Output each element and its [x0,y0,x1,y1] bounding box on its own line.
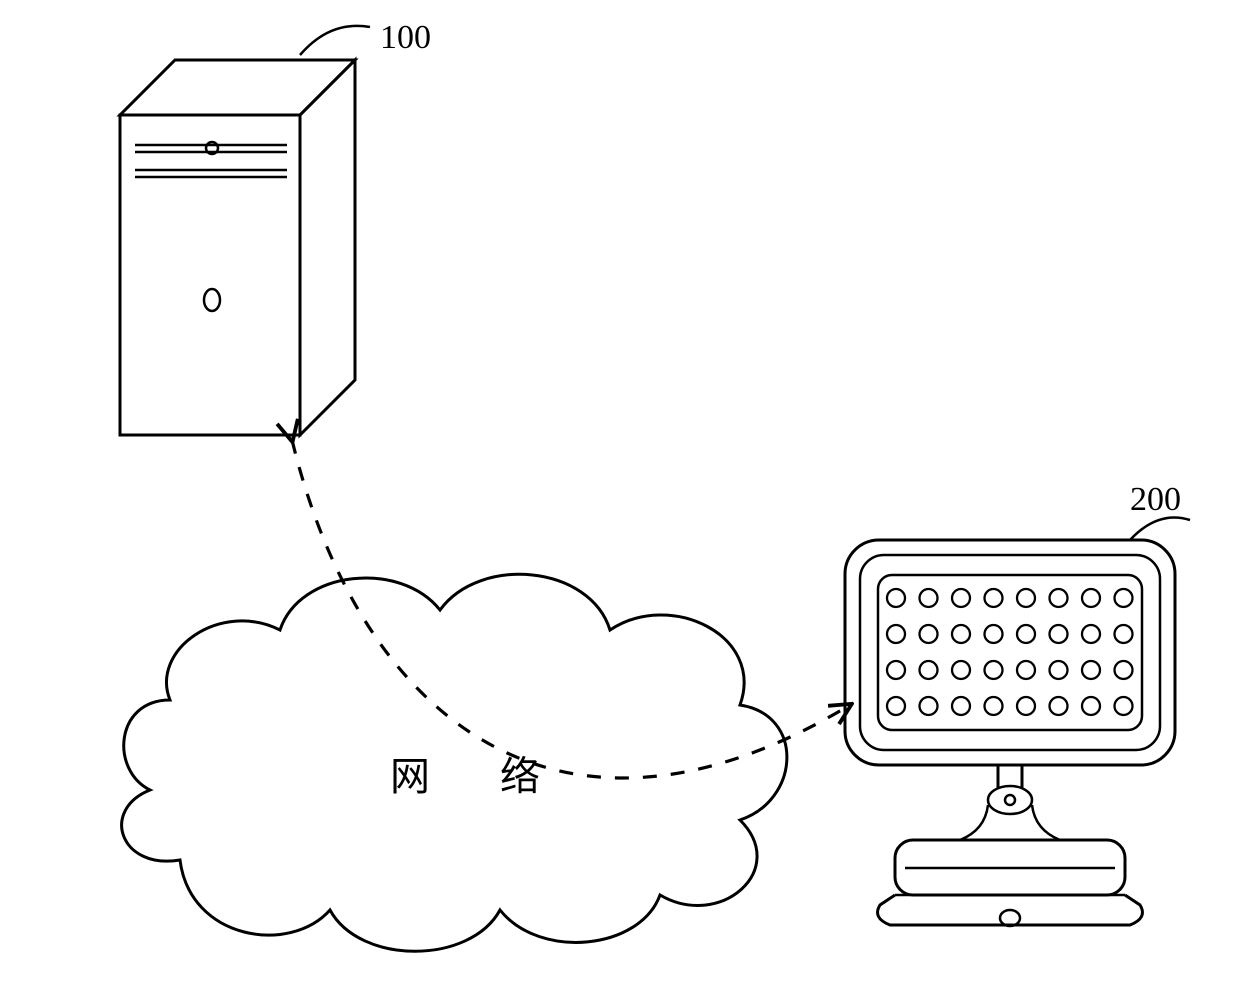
led-dot [887,661,905,679]
led-dot [985,625,1003,643]
led-dot [920,625,938,643]
led-dot [1050,589,1068,607]
led-dot [1050,625,1068,643]
server-node: 100 [120,19,431,435]
led-dot [1050,661,1068,679]
edge-server-device [292,440,850,778]
led-dot [920,661,938,679]
cloud-label: 网 络 [390,754,570,799]
led-dot [1017,589,1035,607]
led-dot [985,661,1003,679]
led-dot [1050,697,1068,715]
led-grid [887,589,1133,715]
device-node: 200 [845,481,1190,926]
led-dot [952,589,970,607]
diagram-svg: 100 网 络 [0,0,1240,985]
led-dot [952,697,970,715]
led-dot [1115,589,1133,607]
led-dot [1115,661,1133,679]
led-dot [887,625,905,643]
led-dot [1082,589,1100,607]
device-label: 200 [1130,481,1181,518]
led-dot [952,625,970,643]
led-dot [920,589,938,607]
led-dot [985,589,1003,607]
server-label: 100 [380,19,431,56]
led-dot [985,697,1003,715]
led-dot [1082,697,1100,715]
led-dot [887,589,905,607]
led-dot [887,697,905,715]
led-dot [1115,625,1133,643]
diagram-canvas: 100 网 络 [0,0,1240,985]
cloud-node: 网 络 [122,574,787,951]
led-dot [952,661,970,679]
led-dot [1017,625,1035,643]
led-dot [1115,697,1133,715]
led-dot [1082,625,1100,643]
led-dot [1082,661,1100,679]
led-dot [920,697,938,715]
led-dot [1017,697,1035,715]
led-dot [1017,661,1035,679]
